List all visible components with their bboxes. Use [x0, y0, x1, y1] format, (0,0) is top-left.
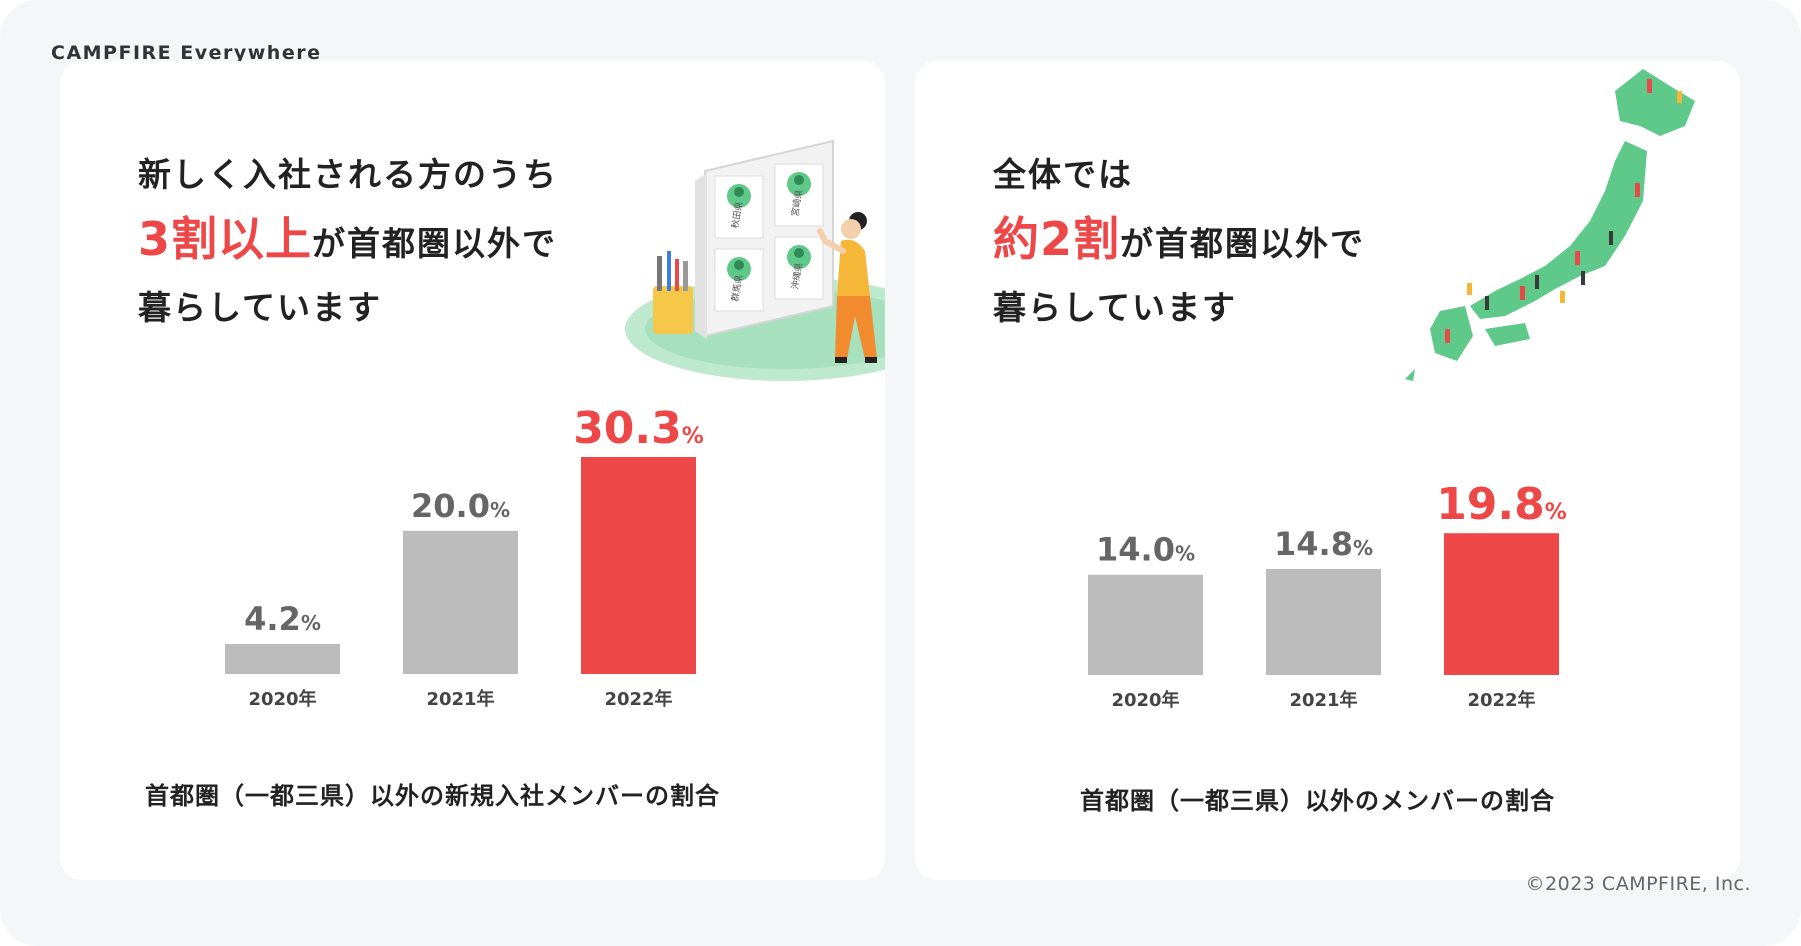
value-label-0: 4.2%	[244, 600, 321, 638]
value-label-2: 19.8%	[1436, 479, 1567, 530]
value-label-1: 14.8%	[1274, 525, 1373, 563]
bar-2	[1444, 533, 1559, 675]
brand-label: CAMPFIRE Everywhere	[51, 42, 322, 64]
new-hires-headline: 新しく入社される方のうち 3割以上が首都圏以外で 暮らしています	[138, 143, 558, 340]
all-members-chart-caption: 首都圏（一都三県）以外のメンバーの割合	[1080, 787, 1555, 815]
all-members-chart-svg: 14.0% 2020年 14.8% 2021年 19.8% 2022年	[1088, 479, 1567, 711]
japan-map-illustration	[1405, 69, 1695, 381]
new-hires-card: 新しく入社される方のうち 3割以上が首都圏以外で 暮らしています 秋田県 宮崎県…	[60, 61, 885, 880]
headline-line-2-rest: が首都圏以外で	[312, 224, 558, 263]
headline-line-1: 全体では	[993, 155, 1133, 194]
category-label-2: 2022年	[604, 688, 672, 710]
headline-line-3: 暮らしています	[993, 288, 1238, 327]
headline-line-1: 新しく入社される方のうち	[138, 155, 558, 194]
new-hires-chart-caption: 首都圏（一都三県）以外の新規入社メンバーの割合	[145, 782, 720, 810]
value-label-0: 14.0%	[1096, 531, 1195, 569]
headline-line-2: 約2割が首都圏以外で	[993, 207, 1365, 276]
all-members-bar-chart: 14.0% 2020年 14.8% 2021年 19.8% 2022年	[915, 61, 1740, 880]
category-label-1: 2021年	[1289, 689, 1357, 711]
value-label-2: 30.3%	[573, 403, 704, 454]
value-label-1: 20.0%	[411, 487, 510, 525]
category-label-0: 2020年	[1111, 689, 1179, 711]
category-label-0: 2020年	[248, 688, 316, 710]
category-label-2: 2022年	[1467, 689, 1535, 711]
headline-line-2-rest: が首都圏以外で	[1120, 224, 1366, 263]
bar-1	[1266, 569, 1381, 675]
bar-2	[581, 457, 696, 674]
bar-1	[403, 530, 518, 674]
all-members-headline: 全体では 約2割が首都圏以外で 暮らしています	[993, 143, 1365, 340]
headline-accent: 3割以上	[138, 212, 313, 266]
bar-0	[225, 643, 340, 674]
headline-accent: 約2割	[993, 212, 1121, 266]
headline-line-3: 暮らしています	[138, 288, 383, 327]
bar-0	[1088, 574, 1203, 675]
all-members-card: 全体では 約2割が首都圏以外で 暮らしています 14.0% 2020年 14.8% 2…	[915, 61, 1740, 880]
headline-line-2: 3割以上が首都圏以外で	[138, 207, 558, 276]
category-label-1: 2021年	[426, 688, 494, 710]
remote-hire-illustration: 秋田県 宮崎県 群馬県 沖縄県	[625, 139, 885, 381]
new-hires-bar-chart: 4.2% 2020年 20.0% 2021年 30.3% 2022年	[60, 61, 885, 880]
copyright-notice: ©2023 CAMPFIRE, Inc.	[1525, 873, 1751, 895]
new-hires-chart-svg: 4.2% 2020年 20.0% 2021年 30.3% 2022年	[225, 403, 704, 710]
